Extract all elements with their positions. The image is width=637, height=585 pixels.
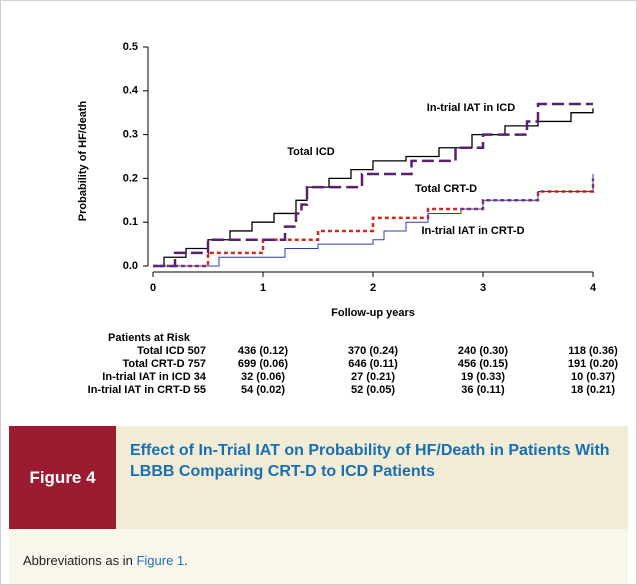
note-text: Abbreviations as in [23, 553, 137, 568]
risk-cell: 54 (0.02) [241, 384, 285, 396]
x-tick-label: 4 [590, 282, 597, 294]
km-curve [153, 102, 593, 268]
risk-cell: 27 (0.21) [351, 371, 395, 383]
series-label: In-trial IAT in CRT-D [421, 225, 524, 237]
x-tick-label: 0 [150, 282, 156, 294]
y-tick-label: 0.2 [123, 172, 138, 184]
y-tick-label: 0.4 [123, 85, 139, 97]
series-label: Total ICD [287, 146, 335, 158]
risk-cell: 19 (0.33) [461, 371, 505, 383]
caption: Figure 4 Effect of In-Trial IAT on Proba… [9, 426, 628, 529]
x-axis-title: Follow-up years [331, 307, 415, 319]
y-tick-label: 0.5 [123, 41, 138, 53]
risk-row-label: In-trial IAT in CRT-D 55 [88, 384, 206, 396]
x-tick-label: 3 [480, 282, 486, 294]
series-label: Total CRT-D [415, 183, 477, 195]
y-tick-label: 0.0 [123, 260, 138, 272]
note-text: . [184, 553, 188, 568]
caption-title: Effect of In-Trial IAT on Probability of… [116, 426, 628, 529]
y-axis-title: Probability of HF/death [77, 101, 89, 222]
x-tick-label: 2 [370, 282, 376, 294]
risk-cell: 699 (0.06) [238, 358, 288, 370]
risk-row-label: Total ICD 507 [137, 345, 206, 357]
risk-cell: 456 (0.15) [458, 358, 508, 370]
risk-cell: 36 (0.11) [461, 384, 505, 396]
x-tick-label: 1 [260, 282, 266, 294]
km-curve [153, 178, 595, 268]
risk-cell: 10 (0.37) [571, 371, 615, 383]
risk-cell: 52 (0.05) [351, 384, 395, 396]
risk-row-label: In-trial IAT in ICD 34 [102, 371, 207, 383]
risk-cell: 32 (0.06) [241, 371, 285, 383]
km-curve [153, 174, 594, 267]
risk-cell: 370 (0.24) [348, 345, 398, 357]
risk-title: Patients at Risk [108, 332, 191, 344]
series-label: In-trial IAT in ICD [427, 102, 515, 114]
risk-cell: 191 (0.20) [568, 358, 618, 370]
risk-cell: 646 (0.11) [348, 358, 398, 370]
risk-cell: 18 (0.21) [571, 384, 615, 396]
y-tick-label: 0.3 [123, 129, 138, 141]
km-curve [153, 108, 594, 267]
risk-cell: 436 (0.12) [238, 345, 288, 357]
risk-cell: 240 (0.30) [458, 345, 508, 357]
chart: Probability of HF/death Follow-up years … [77, 41, 618, 396]
note: Abbreviations as in Figure 1. [9, 529, 628, 584]
figure-label: Figure 4 [9, 426, 116, 529]
risk-row-label: Total CRT-D 757 [122, 358, 206, 370]
risk-cell: 118 (0.36) [568, 345, 618, 357]
figure-link[interactable]: Figure 1 [136, 553, 185, 568]
y-tick-label: 0.1 [123, 216, 138, 228]
